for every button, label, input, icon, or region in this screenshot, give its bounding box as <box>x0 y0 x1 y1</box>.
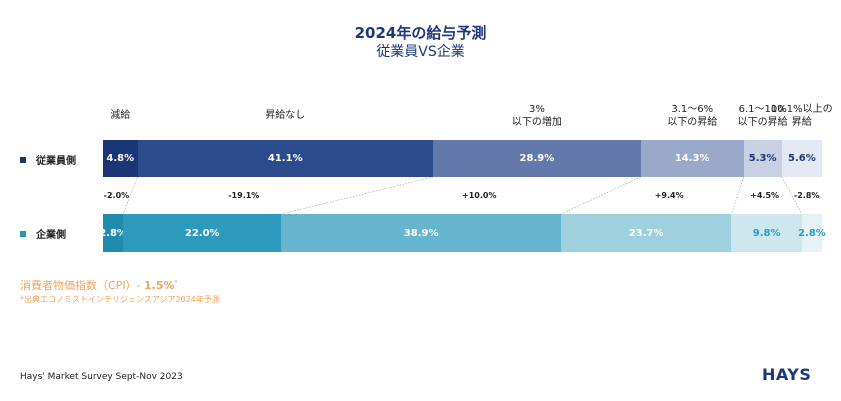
row-label-employer-text: 企業側 <box>36 230 66 241</box>
bar-value-label: 23.7% <box>628 227 664 239</box>
difference-label: -2.8% <box>793 191 820 200</box>
bar-segment-employee-5: 5.6% <box>781 140 822 177</box>
cpi-label: 消費者物価指数（CPI）- <box>20 279 145 292</box>
bar-value-label: 28.9% <box>519 153 555 164</box>
difference-label: +9.4% <box>654 191 684 200</box>
connector-line <box>560 176 641 215</box>
bar-value-label: 2.8% <box>798 227 826 239</box>
bar-segment-employer-0: 2.8% <box>99 214 127 252</box>
chart-subtitle: 従業員VS企業 <box>376 44 465 60</box>
source-footnote: *出典エコノミストインテリジェンスアジア2024年予測 <box>20 295 220 304</box>
row-label-employee: 従業員側 <box>20 152 76 167</box>
legend-square-icon <box>20 157 26 163</box>
bar-segment-employer-3: 23.7% <box>561 214 732 252</box>
category-label: 3% 以下の増加 <box>511 104 562 128</box>
bar-segment-employer-2: 38.9% <box>281 214 561 252</box>
legend-square-icon <box>20 231 26 237</box>
bar-value-label: 22.0% <box>184 227 220 239</box>
hays-logo: HAYS <box>762 365 812 384</box>
category-label: 10.1%以上の 昇給 <box>770 104 833 128</box>
cpi-note: 消費者物価指数（CPI）- 1.5%* <box>20 277 178 293</box>
difference-label: -2.0% <box>103 191 130 200</box>
survey-source: Hays' Market Survey Sept-Nov 2023 <box>20 372 183 382</box>
connector-line <box>731 176 744 215</box>
category-label: 6.1〜10% 以下の昇給 <box>737 104 788 128</box>
bar-segment-employer-5: 2.8% <box>798 214 826 252</box>
bar-segment-employee-0: 4.8% <box>103 140 138 177</box>
bar-value-label: 5.6% <box>787 153 816 164</box>
bar-segment-employee-4: 5.3% <box>743 140 782 177</box>
chart-title: 2024年の給与予測 <box>354 24 487 42</box>
bar-segment-employee-3: 14.3% <box>640 140 744 177</box>
bar-value-label: 14.3% <box>674 153 710 164</box>
connector-line <box>781 176 803 215</box>
row-label-employee-text: 従業員側 <box>36 156 76 167</box>
row-label-employer: 企業側 <box>20 226 66 241</box>
bar-segment-employee-1: 41.1% <box>137 140 433 177</box>
difference-label: -19.1% <box>228 191 260 200</box>
bar-value-label: 38.9% <box>403 227 439 239</box>
bar-segment-employer-1: 22.0% <box>123 214 282 252</box>
bar-segment-employee-2: 28.9% <box>433 140 641 177</box>
bar-value-label: 5.3% <box>748 153 777 164</box>
cpi-value: 1.5% <box>144 279 175 292</box>
bar-segment-employer-4: 9.8% <box>731 214 802 252</box>
bar-value-label: 4.8% <box>106 153 135 164</box>
bar-value-label: 9.8% <box>752 227 781 239</box>
bar-value-label: 41.1% <box>267 153 303 164</box>
category-label: 3.1〜6% 以下の昇給 <box>667 104 718 128</box>
connector-line <box>281 176 434 215</box>
difference-label: +4.5% <box>750 191 780 200</box>
category-label: 減給 <box>110 110 131 121</box>
bar-value-label: 2.8% <box>99 227 127 239</box>
category-label: 昇給なし <box>265 110 306 121</box>
cpi-mark: * <box>174 279 178 287</box>
connector-line <box>122 176 138 215</box>
difference-label: +10.0% <box>462 191 497 200</box>
